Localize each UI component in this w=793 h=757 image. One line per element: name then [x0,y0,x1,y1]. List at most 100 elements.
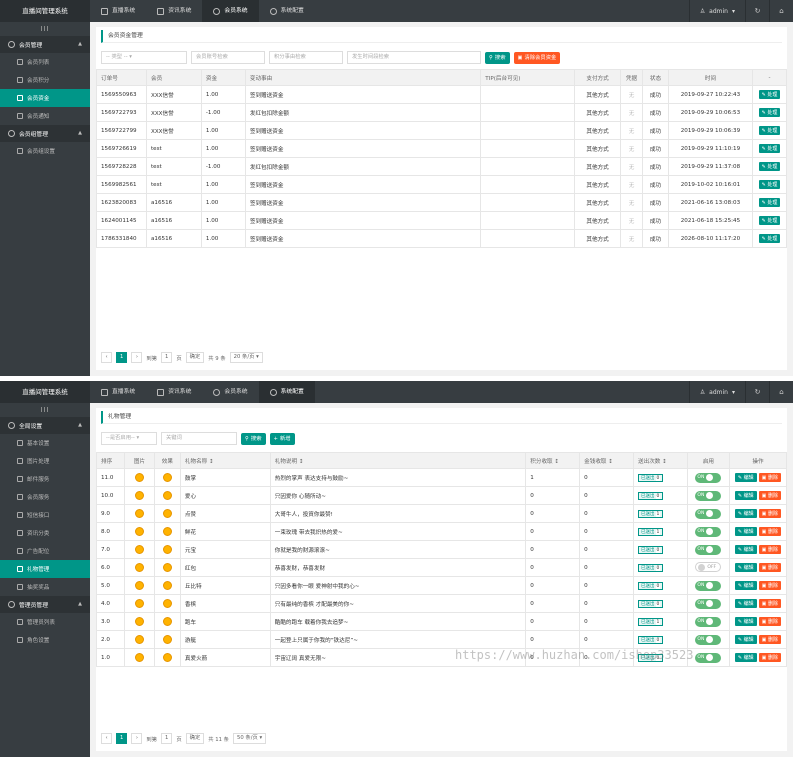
enabled-toggle[interactable]: OFF [695,562,722,573]
tab-4[interactable]: 系统配置 [259,0,315,22]
sidebar-item-1-6[interactable]: 资讯分类 [0,524,90,542]
delete-button[interactable]: ▣ 删除 [758,599,781,608]
process-button[interactable]: ✎ 处理 [758,90,781,99]
delete-button[interactable]: ▣ 删除 [758,581,781,590]
sidebar-item-2-2[interactable]: 角色设置 [0,631,90,649]
per-page-select[interactable]: 20 条/页 ▾ [229,352,263,363]
delete-button[interactable]: ▣ 删除 [758,617,781,626]
sidebar-item-1-7[interactable]: 广告配位 [0,542,90,560]
sidebar-toggle-icon[interactable]: III [40,25,50,33]
tab-3[interactable]: 会员系统 [202,0,259,22]
type-select[interactable]: -- 类型 -- ▾ [101,51,187,64]
enabled-toggle[interactable]: ON [695,616,722,627]
process-button[interactable]: ✎ 处理 [758,216,781,225]
sidebar-item-1-2[interactable]: 图片处理 [0,452,90,470]
edit-button[interactable]: ✎ 编辑 [734,635,757,644]
sidebar-item-2-1[interactable]: 会员组设置 [0,142,90,160]
enabled-select[interactable]: --是否启用-- ▾ [101,432,157,445]
goto-page-input[interactable]: 1 [160,733,173,744]
delete-button[interactable]: ▣ 删除 [758,635,781,644]
enabled-toggle[interactable]: ON [695,634,722,645]
refresh-icon[interactable]: ↻ [745,0,769,22]
enabled-toggle[interactable]: ON [695,472,722,483]
edit-button[interactable]: ✎ 编辑 [734,509,757,518]
process-button[interactable]: ✎ 处理 [758,180,781,189]
sidebar-group-2[interactable]: 会员组管理 ▲ [0,125,90,142]
edit-button[interactable]: ✎ 编辑 [734,527,757,536]
goto-confirm-button[interactable]: 确定 [185,352,205,363]
sidebar-item-1-1[interactable]: 会员列表 [0,53,90,71]
sidebar-group-1[interactable]: 全局设置 ▲ [0,417,90,434]
goto-confirm-button[interactable]: 确定 [185,733,205,744]
process-button[interactable]: ✎ 处理 [758,198,781,207]
member-account-search-input[interactable]: 会员账号检索 [191,51,265,64]
sidebar-item-1-3[interactable]: 邮件服务 [0,470,90,488]
delete-button[interactable]: ▣ 删除 [758,563,781,572]
process-button[interactable]: ✎ 处理 [758,108,781,117]
tab-1[interactable]: 直播系统 [90,381,146,403]
sidebar-toggle-icon[interactable]: III [40,406,50,414]
prev-page-icon[interactable]: ‹ [101,352,112,363]
next-page-icon[interactable]: › [131,352,143,363]
process-button[interactable]: ✎ 处理 [758,144,781,153]
add-gift-button[interactable]: + 新增 [269,432,295,445]
sidebar-group-2[interactable]: 管理员管理 ▲ [0,596,90,613]
user-menu[interactable]: ♙ admin ▾ [688,0,745,22]
next-page-icon[interactable]: › [131,733,143,744]
sidebar-item-1-8[interactable]: 礼物管理 [0,560,90,578]
sidebar-item-1-4[interactable]: 会员通知 [0,107,90,125]
sidebar-item-1-4[interactable]: 会员服务 [0,488,90,506]
home-icon[interactable]: ⌂ [769,381,793,403]
reason-search-input[interactable]: 积分事由检索 [269,51,343,64]
tab-1[interactable]: 直播系统 [90,0,146,22]
process-button[interactable]: ✎ 处理 [758,234,781,243]
enabled-toggle[interactable]: ON [695,490,722,501]
keyword-search-input[interactable]: 关键词 [161,432,237,445]
edit-button[interactable]: ✎ 编辑 [734,653,757,662]
delete-button[interactable]: ▣ 删除 [758,509,781,518]
tab-3[interactable]: 会员系统 [202,381,258,403]
tab-4[interactable]: 系统配置 [258,381,315,403]
process-button[interactable]: ✎ 处理 [758,162,781,171]
edit-button[interactable]: ✎ 编辑 [734,563,757,572]
edit-button[interactable]: ✎ 编辑 [734,599,757,608]
enabled-toggle[interactable]: ON [695,508,722,519]
sidebar-item-1-5[interactable]: 短信接口 [0,506,90,524]
process-button[interactable]: ✎ 处理 [758,126,781,135]
edit-button[interactable]: ✎ 编辑 [734,545,757,554]
sidebar-item-2-1[interactable]: 管理员列表 [0,613,90,631]
home-icon[interactable]: ⌂ [769,0,793,22]
current-page[interactable]: 1 [116,733,128,744]
search-button[interactable]: ⚲ 搜索 [241,432,266,445]
edit-button[interactable]: ✎ 编辑 [734,491,757,500]
user-menu[interactable]: ♙ admin ▾ [688,381,745,403]
enabled-toggle[interactable]: ON [695,544,722,555]
goto-page-input[interactable]: 1 [160,352,173,363]
edit-button[interactable]: ✎ 编辑 [734,473,757,482]
tab-2[interactable]: 资讯系统 [146,381,202,403]
refresh-icon[interactable]: ↻ [745,381,769,403]
sidebar-item-1-3[interactable]: 会员资金 [0,89,90,107]
enabled-toggle[interactable]: ON [695,580,722,591]
enabled-toggle[interactable]: ON [695,526,722,537]
enabled-toggle[interactable]: ON [695,652,722,663]
per-page-select[interactable]: 50 条/页 ▾ [232,733,267,744]
tab-2[interactable]: 资讯系统 [146,0,202,22]
current-page[interactable]: 1 [116,352,128,363]
delete-button[interactable]: ▣ 删除 [758,653,781,662]
edit-button[interactable]: ✎ 编辑 [734,617,757,626]
time-range-input[interactable]: 发生时间段检索 [347,51,481,64]
clear-funds-button[interactable]: ▣ 清除会员资金 [513,51,561,64]
delete-button[interactable]: ▣ 删除 [758,545,781,554]
delete-button[interactable]: ▣ 删除 [758,527,781,536]
sidebar-item-1-1[interactable]: 基本设置 [0,434,90,452]
edit-button[interactable]: ✎ 编辑 [734,581,757,590]
search-button[interactable]: ⚲ 搜索 [485,51,510,64]
sidebar-item-1-9[interactable]: 抽奖奖品 [0,578,90,596]
delete-button[interactable]: ▣ 删除 [758,473,781,482]
sidebar-item-1-2[interactable]: 会员积分 [0,71,90,89]
delete-button[interactable]: ▣ 删除 [758,491,781,500]
prev-page-icon[interactable]: ‹ [101,733,112,744]
sidebar-group-1[interactable]: 会员管理 ▲ [0,36,90,53]
enabled-toggle[interactable]: ON [695,598,722,609]
